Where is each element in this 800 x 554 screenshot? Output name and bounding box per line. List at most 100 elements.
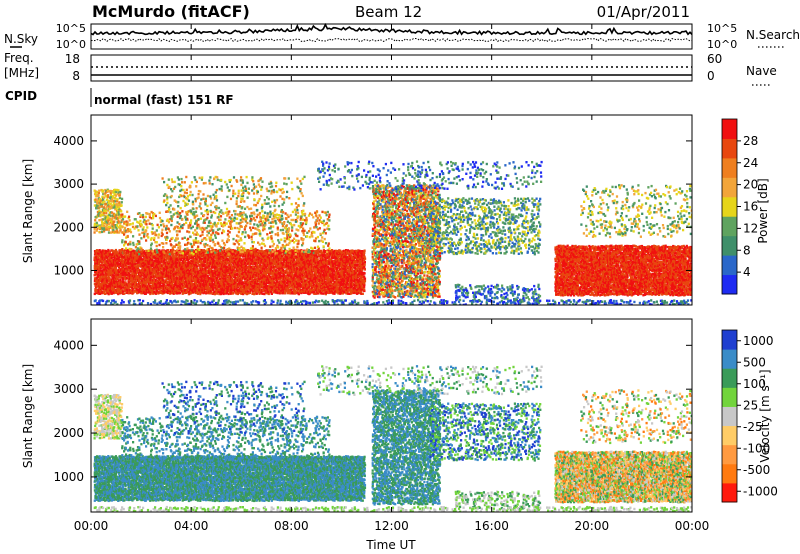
- echo-cell: [295, 284, 298, 287]
- echo-cell: [101, 249, 104, 253]
- echo-cell: [262, 263, 265, 266]
- echo-cell: [278, 271, 281, 275]
- echo-cell: [138, 281, 141, 284]
- echo-cell: [116, 286, 119, 289]
- echo-cell: [298, 277, 301, 280]
- echo-cell: [286, 263, 289, 266]
- echo-cell: [276, 280, 279, 283]
- echo-cell: [313, 266, 316, 269]
- echo-cell: [111, 285, 114, 289]
- echo-cell: [310, 271, 313, 275]
- echo-cell: [257, 269, 260, 272]
- echo-cell: [303, 289, 307, 293]
- echo-cell: [266, 256, 269, 259]
- echo-cell: [248, 253, 251, 256]
- echo-cell: [102, 268, 105, 271]
- echo-cell: [94, 273, 97, 276]
- search-noise-trace: [90, 37, 693, 43]
- echo-cell: [142, 279, 145, 282]
- echo-cell: [207, 258, 210, 262]
- echo-cell: [105, 284, 108, 287]
- echo-cell: [222, 259, 225, 262]
- echo-cell: [257, 287, 260, 291]
- echo-cell: [162, 268, 166, 271]
- echo-cell: [212, 269, 215, 273]
- echo-cell: [177, 256, 180, 260]
- echo-cell: [197, 256, 200, 259]
- echo-cell: [195, 259, 198, 263]
- echo-cell: [303, 282, 306, 285]
- echo-cell: [167, 269, 170, 272]
- echo-cell: [144, 292, 147, 295]
- echo-cell: [242, 292, 245, 296]
- echo-cell: [117, 279, 120, 282]
- echo-cell: [302, 276, 306, 279]
- echo-cell: [246, 281, 250, 284]
- echo-cell: [149, 262, 152, 265]
- echo-cell: [284, 266, 287, 269]
- echo-cell: [253, 255, 256, 259]
- echo-cell: [140, 284, 143, 287]
- echo-cell: [186, 249, 189, 252]
- echo-cell: [313, 262, 317, 266]
- echo-cell: [211, 254, 214, 257]
- echo-cell: [95, 257, 98, 260]
- echo-cell: [318, 285, 321, 288]
- echo-cell: [190, 284, 193, 288]
- echo-cell: [187, 271, 190, 275]
- echo-cell: [318, 281, 321, 285]
- echo-cell: [188, 273, 191, 276]
- echo-cell: [165, 265, 168, 268]
- echo-cell: [139, 260, 142, 263]
- echo-cell: [292, 260, 295, 263]
- echo-cell: [157, 281, 160, 284]
- echo-cell: [268, 281, 271, 285]
- echo-cell: [179, 287, 182, 290]
- echo-cell: [149, 290, 152, 294]
- echo-cell: [251, 284, 254, 288]
- echo-cell: [302, 289, 305, 292]
- echo-cell: [192, 287, 196, 290]
- echo-cell: [117, 263, 120, 266]
- echo-cell: [260, 282, 263, 286]
- echo-cell: [236, 292, 239, 295]
- echo-cell: [156, 255, 159, 258]
- echo-cell: [273, 281, 276, 284]
- echo-cell: [301, 283, 304, 286]
- echo-cell: [156, 275, 159, 278]
- echo-cell: [142, 251, 145, 254]
- echo-cell: [284, 292, 287, 295]
- echo-cell: [291, 290, 294, 294]
- echo-cell: [164, 284, 167, 287]
- echo-cell: [148, 255, 151, 259]
- echo-cell: [232, 291, 235, 295]
- echo-cell: [311, 279, 314, 283]
- echo-cell: [291, 283, 294, 286]
- echo-cell: [262, 259, 265, 263]
- echo-cell: [230, 290, 233, 294]
- echo-cell: [193, 261, 196, 265]
- echo-cell: [230, 263, 233, 267]
- echo-cell: [217, 262, 220, 266]
- echo-cell: [146, 287, 149, 291]
- echo-cell: [211, 271, 215, 275]
- echo-cell: [180, 290, 183, 293]
- echo-cell: [228, 257, 232, 261]
- echo-cell: [139, 250, 142, 253]
- echo-cell: [156, 276, 159, 279]
- echo-cell: [98, 262, 101, 265]
- echo-cell: [270, 254, 274, 257]
- echo-cell: [241, 265, 244, 269]
- echo-cell: [209, 290, 212, 293]
- echo-cell: [325, 256, 328, 260]
- echo-cell: [318, 290, 321, 293]
- echo-cell: [114, 291, 117, 294]
- echo-cell: [137, 288, 141, 291]
- echo-cell: [122, 283, 125, 286]
- echo-cell: [246, 253, 249, 256]
- echo-cell: [179, 261, 182, 265]
- echo-cell: [93, 265, 96, 268]
- echo-cell: [109, 273, 112, 277]
- echo-cell: [129, 260, 132, 263]
- echo-cell: [190, 290, 193, 293]
